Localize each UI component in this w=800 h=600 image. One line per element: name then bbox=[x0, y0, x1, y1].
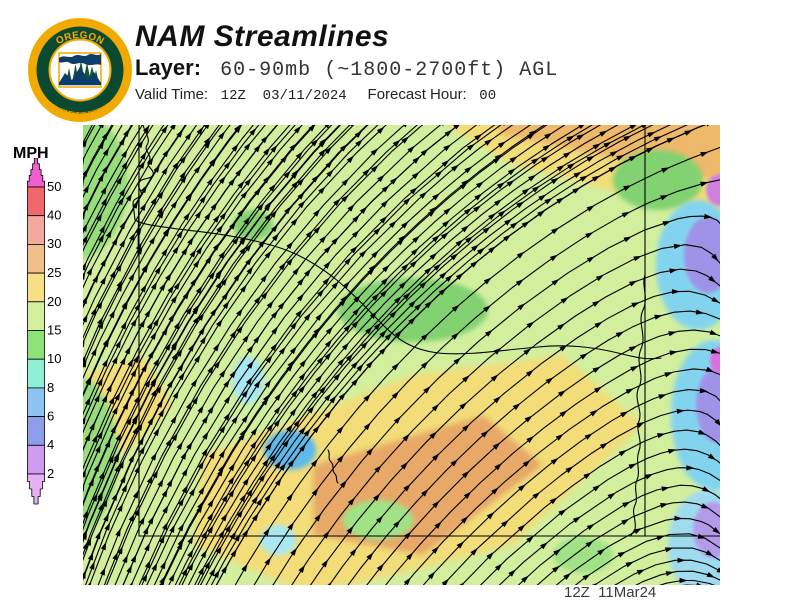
svg-text:10: 10 bbox=[47, 351, 61, 366]
svg-text:4: 4 bbox=[47, 437, 54, 452]
svg-text:30: 30 bbox=[47, 236, 61, 251]
svg-text:25: 25 bbox=[47, 265, 61, 280]
svg-text:8: 8 bbox=[47, 380, 54, 395]
svg-text:40: 40 bbox=[47, 208, 61, 223]
svg-text:20: 20 bbox=[47, 294, 61, 309]
svg-text:15: 15 bbox=[47, 323, 61, 338]
svg-text:2: 2 bbox=[47, 466, 54, 481]
svg-text:50: 50 bbox=[47, 179, 61, 194]
svg-text:6: 6 bbox=[47, 409, 54, 424]
